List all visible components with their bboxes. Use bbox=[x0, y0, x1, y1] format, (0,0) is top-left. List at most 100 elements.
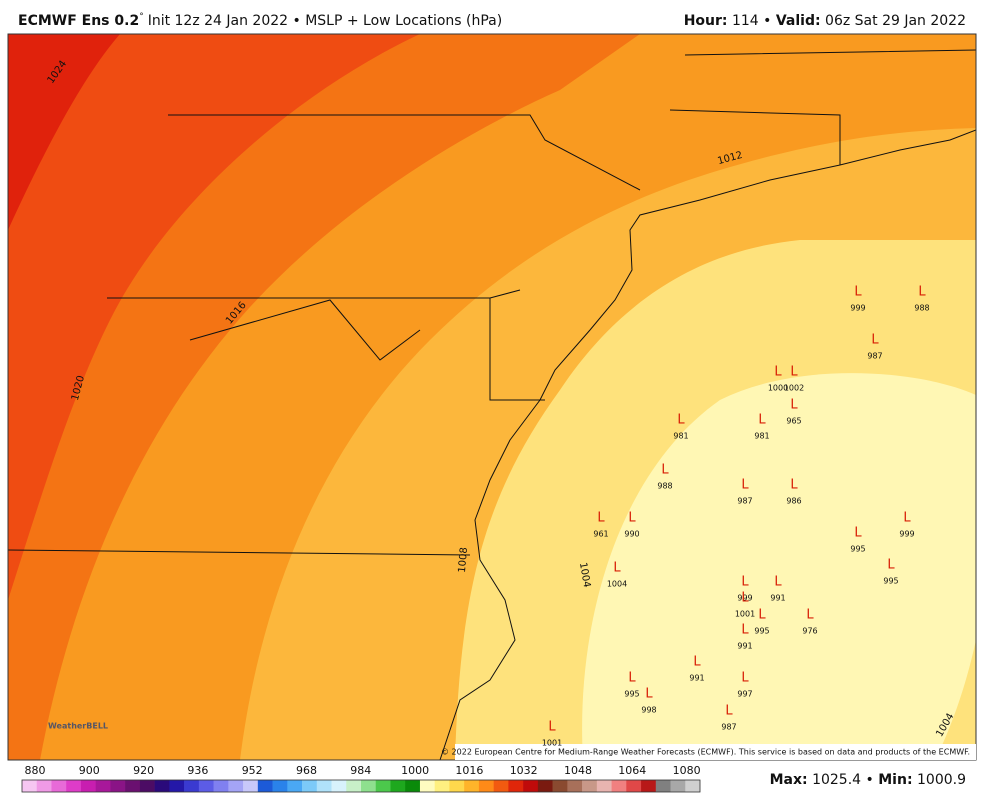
low-pressure: 1002 bbox=[784, 384, 804, 393]
colorbar-swatch bbox=[405, 780, 421, 792]
colorbar-swatch bbox=[670, 780, 686, 792]
footer: Max: 1025.4 • Min: 1000.9 bbox=[770, 772, 966, 788]
low-symbol: L bbox=[741, 591, 749, 606]
low-pressure: 995 bbox=[883, 577, 898, 586]
low-symbol: L bbox=[613, 561, 621, 576]
min-label: Min: bbox=[878, 772, 912, 788]
colorbar-label: 1032 bbox=[510, 764, 538, 777]
low-symbol: L bbox=[645, 687, 653, 702]
colorbar-label: 968 bbox=[296, 764, 317, 777]
low-symbol: L bbox=[677, 413, 685, 428]
band-1024 bbox=[8, 34, 120, 230]
low-pressure: 995 bbox=[850, 545, 865, 554]
hour-label: Hour: bbox=[684, 13, 728, 29]
colorbar-swatch bbox=[95, 780, 111, 792]
colorbar-swatch bbox=[316, 780, 332, 792]
min: 1000.9 bbox=[917, 772, 966, 788]
separator: • bbox=[866, 772, 874, 788]
low-symbol: L bbox=[871, 333, 879, 348]
low-symbol: L bbox=[903, 511, 911, 526]
colorbar-swatch bbox=[228, 780, 244, 792]
colorbar-label: 880 bbox=[25, 764, 46, 777]
colorbar-label: 1000 bbox=[401, 764, 429, 777]
low-pressure: 961 bbox=[593, 530, 608, 539]
colorbar-swatch bbox=[257, 780, 273, 792]
colorbar-swatch bbox=[243, 780, 259, 792]
low-symbol: L bbox=[918, 285, 926, 300]
colorbar-swatch bbox=[36, 780, 52, 792]
valid-label: Valid: bbox=[776, 13, 821, 29]
max-label: Max: bbox=[770, 772, 808, 788]
low-pressure: 999 bbox=[737, 594, 752, 603]
low-symbol: L bbox=[790, 478, 798, 493]
low-symbol: L bbox=[693, 655, 701, 670]
colorbar-swatch bbox=[523, 780, 539, 792]
header-left: ECMWF Ens 0.2° Init 12z 24 Jan 2022 • MSL… bbox=[18, 12, 502, 30]
colorbar-label: 936 bbox=[187, 764, 208, 777]
low-symbol: L bbox=[758, 608, 766, 623]
low-pressure: 995 bbox=[624, 690, 639, 699]
low-symbol: L bbox=[790, 398, 798, 413]
colorbar-label: 920 bbox=[133, 764, 154, 777]
low-symbol: L bbox=[628, 671, 636, 686]
low-symbol: L bbox=[887, 558, 895, 573]
low-symbol: L bbox=[725, 704, 733, 719]
colorbar-swatch bbox=[110, 780, 126, 792]
colorbar-label: 900 bbox=[79, 764, 100, 777]
degree: ° bbox=[139, 12, 144, 22]
low-pressure: 1001 bbox=[542, 739, 562, 748]
colorbar-swatch bbox=[596, 780, 612, 792]
low-pressure: 1000 bbox=[768, 384, 788, 393]
low-symbol: L bbox=[774, 575, 782, 590]
low-pressure: 981 bbox=[673, 432, 688, 441]
low-symbol: L bbox=[548, 720, 556, 735]
colorbar-swatch bbox=[80, 780, 96, 792]
low-symbol: L bbox=[806, 608, 814, 623]
low-pressure: 991 bbox=[737, 642, 752, 651]
low-symbol: L bbox=[741, 623, 749, 638]
hour: 114 bbox=[732, 13, 759, 29]
state-borders bbox=[8, 49, 976, 556]
colorbar-label: 1048 bbox=[564, 764, 592, 777]
colorbar-swatch bbox=[685, 780, 701, 792]
colorbar-swatch bbox=[169, 780, 185, 792]
copyright-box bbox=[455, 744, 976, 760]
low-symbol: L bbox=[597, 511, 605, 526]
low-pressure: 987 bbox=[867, 352, 882, 361]
low-pressure: 995 bbox=[754, 627, 769, 636]
colorbar-swatch bbox=[287, 780, 303, 792]
low-pressure: 991 bbox=[770, 594, 785, 603]
coastline bbox=[439, 129, 976, 760]
colorbar-swatch bbox=[419, 780, 435, 792]
colorbar-swatch bbox=[611, 780, 627, 792]
colorbar-swatch bbox=[154, 780, 170, 792]
low-symbol: L bbox=[758, 413, 766, 428]
low-pressure: 988 bbox=[657, 482, 672, 491]
low-symbol: L bbox=[790, 365, 798, 380]
band-1000-1004 bbox=[582, 373, 976, 760]
colorbar-swatch bbox=[464, 780, 480, 792]
low-pressure: 976 bbox=[802, 627, 817, 636]
colorbar-swatch bbox=[390, 780, 406, 792]
colorbar-swatch bbox=[22, 780, 38, 792]
separator: • bbox=[763, 13, 771, 29]
colorbar-swatch bbox=[626, 780, 642, 792]
colorbar-swatch bbox=[66, 780, 82, 792]
isobar-label: 1004 bbox=[577, 562, 592, 589]
low-pressure: 998 bbox=[641, 706, 656, 715]
colorbar-swatch bbox=[184, 780, 200, 792]
run: Init 12z 24 Jan 2022 • MSLP + Low Locati… bbox=[148, 13, 503, 29]
colorbar-swatch bbox=[493, 780, 509, 792]
colorbar-swatch bbox=[139, 780, 155, 792]
band-1020-1024 bbox=[8, 34, 420, 600]
colorbar-swatch bbox=[567, 780, 583, 792]
colorbar-swatch bbox=[51, 780, 67, 792]
low-pressure: 987 bbox=[721, 723, 736, 732]
colorbar-label: 1064 bbox=[618, 764, 646, 777]
low-pressure: 981 bbox=[754, 432, 769, 441]
model: ECMWF Ens 0.2 bbox=[18, 13, 139, 29]
colorbar-swatch bbox=[331, 780, 347, 792]
low-pressure: 999 bbox=[850, 304, 865, 313]
low-symbol: L bbox=[741, 671, 749, 686]
low-symbol: L bbox=[628, 511, 636, 526]
